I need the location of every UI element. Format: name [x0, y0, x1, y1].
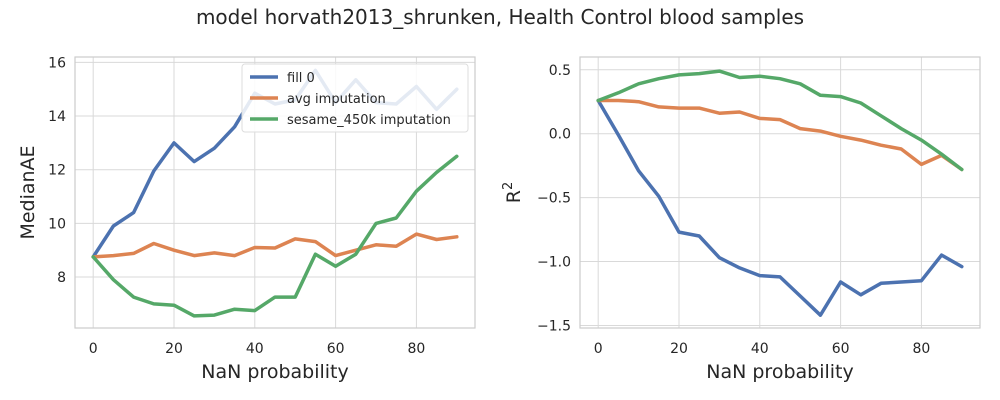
y-axis-label: R2: [501, 182, 525, 203]
legend-label: fill 0: [287, 71, 315, 86]
figure-title: model horvath2013_shrunken, Health Contr…: [196, 5, 804, 29]
y-tick-label: 0.5: [549, 63, 571, 79]
y-tick-label: 8: [57, 270, 66, 286]
y-tick-label: 12: [48, 163, 66, 179]
legend: fill 0 avg imputation sesame_450k imputati…: [241, 63, 469, 133]
x-axis-label: NaN probability: [201, 361, 348, 383]
y-axis-label-text: R: [503, 190, 525, 203]
y-tick-label: −1.0: [537, 255, 571, 271]
y-tick-label: −1.5: [537, 318, 571, 334]
y-axis-label: MedianAE: [17, 145, 39, 239]
x-axis-label: NaN probability: [706, 361, 853, 383]
y-tick-label: 0.0: [549, 127, 571, 143]
y-tick-label: 10: [48, 216, 66, 232]
x-tick-label: 40: [751, 341, 769, 357]
x-tick-label: 60: [832, 341, 850, 357]
y-tick-label: 16: [48, 55, 66, 71]
chart-r-squared: 0 20 40 60 80 0.5 0.0 −0.5 −1.0 −1.5 NaN probabili…: [501, 56, 981, 383]
series-line-1: [596, 98, 964, 172]
axes-frame: [579, 56, 981, 329]
x-tick-label: 20: [670, 341, 688, 357]
x-tick-label: 0: [594, 341, 603, 357]
axes-frame: [74, 56, 476, 329]
x-tick-label: 0: [89, 341, 98, 357]
y-tick-label: −0.5: [537, 191, 571, 207]
series-line-2: [596, 69, 964, 172]
x-tick-label: 40: [246, 341, 264, 357]
x-tick-label: 60: [327, 341, 345, 357]
legend-label: sesame_450k imputation: [287, 113, 451, 128]
x-tick-label: 80: [913, 341, 931, 357]
legend-label: avg imputation: [287, 92, 386, 107]
chart-median-ae: 0 20 40 60 80 8 10 12 14 16 NaN probability MedianA…: [17, 55, 476, 383]
series-line-2: [91, 154, 459, 318]
x-tick-label: 80: [408, 341, 426, 357]
y-axis-label-text: MedianAE: [17, 145, 39, 239]
x-tick-label: 20: [165, 341, 183, 357]
y-tick-label: 14: [48, 109, 66, 125]
y-axis-label-superscript: 2: [501, 182, 516, 190]
series-line-1: [91, 232, 459, 259]
series-line-0: [596, 98, 964, 317]
legend-box: [241, 63, 469, 133]
